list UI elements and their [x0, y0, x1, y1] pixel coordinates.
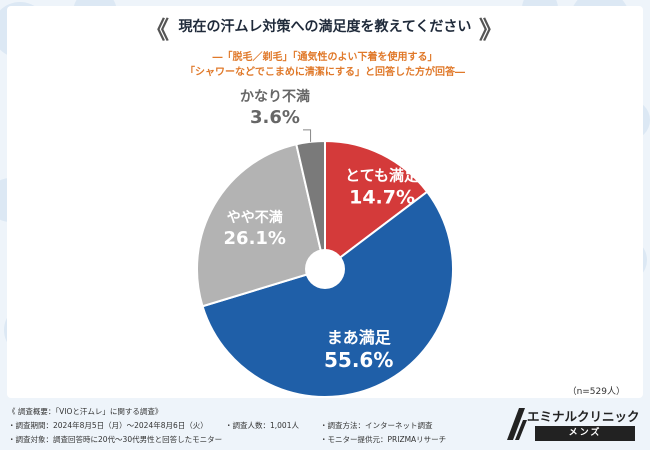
- pie-slice-3: [196, 143, 327, 308]
- slice-value-2: 55.6%: [324, 348, 393, 372]
- slice-value-3: 26.1%: [224, 228, 286, 249]
- slice-label-1: とても満足: [345, 167, 420, 185]
- subtitle-line-2: 「シャワーなどでこまめに清潔にする」と回答した方が回答―: [185, 67, 465, 78]
- survey-method: ・調査方法：インターネット調査: [320, 421, 433, 430]
- logo-mark-icon: [507, 408, 527, 440]
- subtitle-line-1: ―「脱毛／剃毛」「通気性のよい下着を使用する」: [212, 52, 438, 63]
- survey-target: ・調査対象：調査回答時に20代〜30代男性と回答したモニター: [8, 435, 223, 444]
- pie-slice-4: [295, 139, 326, 270]
- left-bracket-icon: 《: [145, 16, 169, 44]
- logo-name: エミナルクリニック: [527, 409, 640, 424]
- clinic-logo: エミナルクリニック メンズ: [505, 402, 645, 446]
- pie-slice-1: [324, 139, 429, 272]
- chart-card: 《 》 現在の汗ムレ対策への満足度を教えてください ―「脱毛／剃毛」「通気性のよ…: [7, 6, 643, 398]
- survey-respondents: ・調査人数：1,001人: [225, 421, 299, 430]
- slice-label-4: かなり不満: [240, 88, 310, 105]
- slice-label-2: まあ満足: [327, 328, 392, 347]
- survey-provider: ・モニター提供元：PRIZMAリサーチ: [320, 435, 447, 444]
- donut-hole: [305, 249, 345, 289]
- pie-slice-2: [201, 190, 454, 398]
- sample-size-note: （n=529人）: [567, 387, 625, 397]
- logo-sub: メンズ: [535, 426, 635, 441]
- chart-title: 現在の汗ムレ対策への満足度を教えてください: [178, 19, 472, 35]
- survey-period: ・調査期間：2024年8月5日（月）〜2024年8月6日（火）: [8, 421, 208, 430]
- leader-line: [303, 129, 312, 142]
- slice-value-4: 3.6%: [250, 107, 300, 128]
- slice-value-1: 14.7%: [349, 187, 415, 209]
- survey-footer: 《 調査概要：「VIOと汗ムレ」に関する調査》 ・調査期間：2024年8月5日（…: [0, 402, 650, 450]
- right-bracket-icon: 》: [479, 16, 503, 44]
- survey-overview: 《 調査概要：「VIOと汗ムレ」に関する調査》: [8, 407, 163, 416]
- slice-label-3: やや不満: [227, 209, 283, 226]
